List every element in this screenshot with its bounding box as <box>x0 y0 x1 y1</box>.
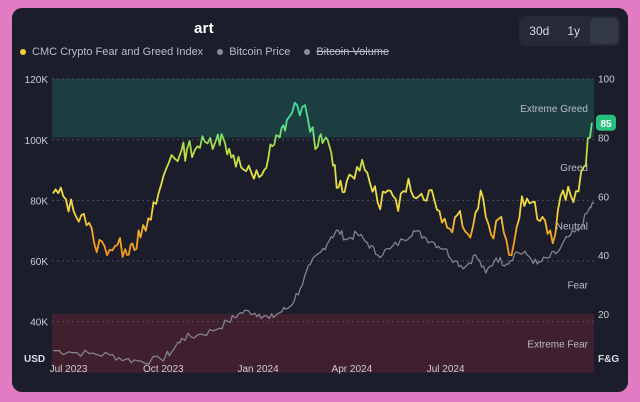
zone-label-neutral: Neutral <box>556 222 588 233</box>
zone-band-extreme-greed <box>52 78 594 138</box>
legend-bitcoin-volume-dot-icon <box>304 49 311 55</box>
current-value-badge: 85 <box>596 114 616 131</box>
x-tick-jul-2024: Jul 2024 <box>427 364 465 375</box>
time-range-selector: 30d 1y <box>519 16 620 46</box>
chart-card: art 30d 1y CMC Crypto Fear and Greed Ind… <box>12 8 628 392</box>
left-tick-120k: 120K <box>25 75 49 86</box>
price-fear-greed-chart[interactable]: Extreme Greed Greed Neutral Fear Extreme Fea… <box>12 8 628 392</box>
right-tick-100: 100 <box>598 75 615 86</box>
zone-label-fear: Fear <box>567 281 588 292</box>
fear-greed-series <box>52 101 593 258</box>
right-tick-20: 20 <box>598 310 610 321</box>
legend-bitcoin-price-dot-icon <box>217 49 224 55</box>
current-value-badge-bg <box>596 114 616 131</box>
left-tick-40k: 40K <box>30 318 48 329</box>
current-value-text: 85 <box>600 119 612 130</box>
legend-bitcoin-volume-label: Bitcoin Volume <box>316 46 390 58</box>
fear-greed-line <box>52 101 593 258</box>
zone-band-extreme-fear <box>52 313 594 373</box>
legend-fear-greed-dot-icon <box>20 49 26 55</box>
legend-fear-greed-label: CMC Crypto Fear and Greed Index <box>32 46 204 58</box>
range-30d-button[interactable]: 30d <box>529 24 550 38</box>
zone-label-extreme-fear: Extreme Fear <box>527 339 588 350</box>
right-axis-unit: F&G <box>598 354 619 365</box>
chart-title: art <box>194 20 214 37</box>
left-tick-80k: 80K <box>30 196 48 207</box>
bitcoin-price-series <box>52 201 595 365</box>
x-tick-oct-2023: Oct 2023 <box>143 364 184 375</box>
x-tick-apr-2024: Apr 2024 <box>332 364 373 375</box>
x-tick-jul-2023: Jul 2023 <box>50 364 88 375</box>
x-tick-jan-2024: Jan 2024 <box>238 364 280 375</box>
zone-label-greed: Greed <box>560 163 588 174</box>
sentiment-zones: Extreme Greed Greed Neutral Fear Extreme Fea… <box>52 78 594 373</box>
bitcoin-price-line <box>52 201 595 365</box>
right-tick-60: 60 <box>598 192 610 203</box>
legend-bitcoin-volume[interactable]: Bitcoin Volume <box>304 46 389 58</box>
gridlines <box>52 78 594 323</box>
axes: 40K 60K 80K 100K 120K 20 40 60 80 100 Jul 2023 Oct … <box>24 75 619 375</box>
range-1y-button[interactable]: 1y <box>567 24 580 38</box>
legend-fear-greed[interactable]: CMC Crypto Fear and Greed Index <box>20 46 203 58</box>
right-tick-80: 80 <box>598 134 610 145</box>
legend-bitcoin-price[interactable]: Bitcoin Price <box>217 46 290 58</box>
range-all-button[interactable] <box>590 18 618 44</box>
left-tick-60k: 60K <box>30 257 48 268</box>
legend-bitcoin-price-label: Bitcoin Price <box>229 46 291 58</box>
left-tick-100k: 100K <box>25 136 49 147</box>
chart-legend: CMC Crypto Fear and Greed Index Bitcoin … <box>20 46 389 58</box>
right-tick-40: 40 <box>598 251 610 262</box>
left-axis-unit: USD <box>24 354 45 365</box>
zone-label-extreme-greed: Extreme Greed <box>520 104 588 115</box>
